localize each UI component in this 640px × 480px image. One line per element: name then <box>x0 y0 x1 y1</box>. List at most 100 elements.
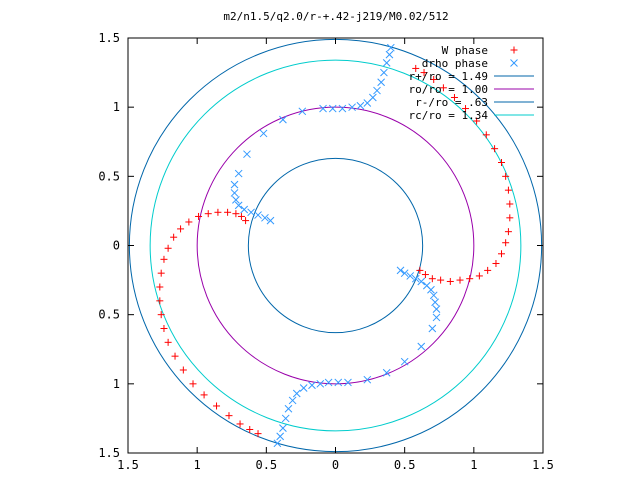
data-point <box>214 208 222 216</box>
data-point <box>334 378 343 387</box>
data-point <box>157 269 165 277</box>
data-point <box>164 244 172 252</box>
data-point <box>254 211 262 219</box>
data-point <box>456 276 464 284</box>
data-point <box>240 205 249 214</box>
y-tick-label: 1.5 <box>98 446 120 460</box>
data-point <box>430 76 438 83</box>
data-series <box>156 43 514 448</box>
data-point <box>504 228 512 236</box>
data-point <box>236 420 244 428</box>
data-point <box>382 368 391 377</box>
y-axis: 1.5 1 0.5 0 0.5 1 1.5 <box>98 31 543 460</box>
circle-r--ro <box>247 157 424 334</box>
data-point <box>368 93 377 102</box>
y-tick-label: 0.5 <box>98 308 120 322</box>
legend-label: rc/ro = 1.34 <box>409 109 489 122</box>
data-point <box>171 352 179 360</box>
data-point <box>243 150 251 159</box>
data-point <box>319 104 327 113</box>
data-point <box>156 297 164 305</box>
data-point <box>380 68 388 77</box>
data-point <box>506 214 514 222</box>
data-point <box>254 430 262 438</box>
data-point <box>185 218 193 226</box>
data-point <box>417 277 426 286</box>
x-tick-label: 0.5 <box>394 458 416 472</box>
y-tick-label: 1.5 <box>98 31 120 45</box>
data-point <box>246 425 254 433</box>
data-point <box>475 272 483 280</box>
data-point <box>195 212 203 220</box>
data-point <box>299 384 308 392</box>
x-tick-label: 1 <box>194 458 201 472</box>
data-point <box>261 213 269 222</box>
data-point <box>273 439 282 448</box>
data-point <box>170 233 178 241</box>
data-point <box>422 281 431 290</box>
data-point <box>396 266 405 275</box>
y-tick-label: 0 <box>113 239 120 253</box>
data-point <box>466 275 474 283</box>
data-point <box>484 266 492 274</box>
data-point <box>429 291 438 300</box>
y-tick-label: 1 <box>113 377 120 391</box>
data-point <box>437 276 445 284</box>
data-point <box>234 201 243 210</box>
data-point <box>344 378 352 387</box>
data-point <box>348 103 356 112</box>
data-point <box>160 255 168 263</box>
data-point <box>406 272 415 280</box>
data-point <box>338 104 347 113</box>
y-tick-label: 0.5 <box>98 169 120 183</box>
series-0 <box>156 64 514 438</box>
data-point <box>284 404 293 413</box>
data-point <box>225 412 233 420</box>
legend-marker-sample <box>510 59 518 67</box>
data-point <box>232 210 240 218</box>
data-point <box>237 212 245 220</box>
data-point <box>328 104 337 113</box>
data-point <box>157 311 165 319</box>
data-point <box>164 338 172 346</box>
data-point <box>189 380 197 388</box>
data-point <box>386 43 395 52</box>
data-point <box>412 64 420 72</box>
data-point <box>498 250 505 258</box>
data-point <box>432 313 441 322</box>
data-point <box>446 277 454 285</box>
legend-label: ro/ro = 1.00 <box>409 83 488 96</box>
x-tick-label: 1.5 <box>532 458 554 472</box>
data-point <box>420 69 428 77</box>
data-point <box>504 186 512 194</box>
data-point <box>234 169 243 178</box>
data-point <box>417 342 426 351</box>
data-point <box>266 216 275 225</box>
data-point <box>276 432 285 441</box>
data-point <box>160 325 168 332</box>
data-point <box>356 101 365 110</box>
legend-label: W phase <box>442 44 488 57</box>
data-point <box>462 105 470 113</box>
data-point <box>292 389 301 398</box>
x-tick-label: 0.5 <box>255 458 277 472</box>
data-point <box>377 78 386 87</box>
data-point <box>502 172 510 180</box>
data-point <box>288 396 297 405</box>
legend-label: drho phase <box>422 57 488 70</box>
data-point <box>316 379 325 388</box>
data-point <box>279 115 287 124</box>
data-point <box>156 283 164 291</box>
data-point <box>298 107 307 116</box>
data-point <box>482 131 490 139</box>
data-point <box>400 357 409 366</box>
data-point <box>232 195 240 204</box>
data-point <box>281 414 290 423</box>
y-tick-label: 1 <box>113 100 120 114</box>
data-point <box>177 225 185 233</box>
data-point <box>431 298 439 307</box>
data-point <box>363 375 372 384</box>
data-point <box>506 200 514 208</box>
